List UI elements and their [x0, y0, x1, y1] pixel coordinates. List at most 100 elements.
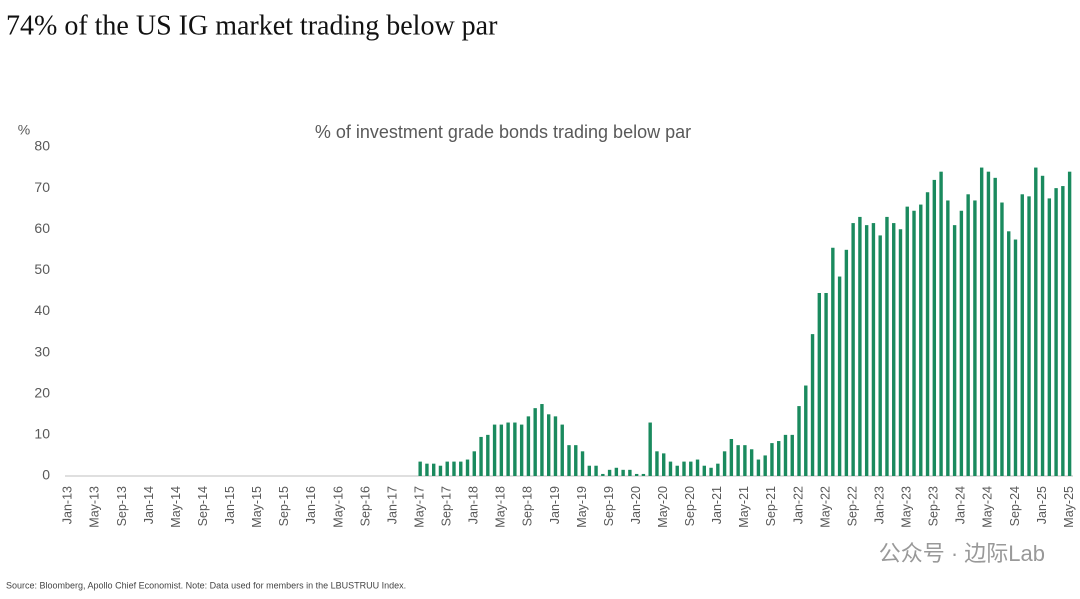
bar	[662, 453, 666, 476]
y-tick-label: 60	[34, 220, 50, 236]
bar	[601, 473, 605, 476]
bar	[777, 441, 781, 476]
bar	[1034, 167, 1038, 476]
bar	[547, 414, 551, 476]
bar	[973, 200, 977, 476]
bar	[919, 204, 923, 476]
bar	[824, 292, 828, 476]
x-tick-label: Sep-13	[115, 486, 129, 526]
chart-subtitle: % of investment grade bonds trading belo…	[315, 122, 691, 142]
bar	[445, 461, 449, 476]
x-tick-label: May-23	[900, 486, 914, 528]
bar	[986, 171, 991, 477]
bar	[465, 459, 470, 476]
x-tick-label: Jan-22	[791, 486, 805, 524]
bar	[966, 194, 970, 476]
bar	[864, 225, 869, 476]
bar	[831, 247, 835, 476]
bar	[946, 200, 950, 476]
x-tick-label: May-22	[818, 486, 832, 528]
bar	[729, 438, 734, 476]
bar	[540, 404, 544, 476]
x-tick-label: May-24	[981, 486, 995, 528]
x-tick-label: May-14	[169, 486, 183, 528]
x-tick-label: May-21	[737, 486, 751, 528]
x-tick-label: Jan-14	[142, 486, 156, 524]
x-tick-label: May-18	[494, 486, 508, 528]
y-tick-label: 70	[34, 179, 50, 195]
bar	[621, 469, 625, 476]
bar	[492, 424, 497, 476]
y-tick-label: 80	[34, 138, 50, 154]
bar	[979, 167, 984, 476]
x-tick-label: Jan-15	[223, 486, 237, 524]
bar	[1020, 194, 1024, 476]
bar	[594, 465, 598, 476]
bar	[770, 443, 774, 476]
bar	[574, 445, 578, 476]
bar	[533, 408, 537, 476]
bar	[892, 223, 896, 476]
bar	[851, 223, 855, 476]
bar	[871, 223, 876, 476]
bar	[607, 469, 612, 476]
bar	[763, 455, 767, 476]
bar	[1000, 202, 1004, 477]
y-tick-label: 50	[34, 261, 50, 277]
x-tick-label: Jan-16	[304, 486, 318, 524]
bar	[567, 445, 571, 476]
bar	[716, 463, 720, 476]
bar	[506, 422, 510, 476]
bar	[702, 465, 707, 476]
x-tick-label: Sep-18	[521, 486, 535, 526]
bar	[925, 192, 930, 477]
x-tick-label: Jan-20	[629, 486, 643, 524]
x-tick-label: Jan-24	[954, 486, 968, 524]
y-tick-label: 40	[34, 302, 50, 318]
bar	[756, 459, 761, 476]
bar	[743, 445, 747, 476]
bar	[614, 467, 619, 476]
bar	[959, 210, 964, 476]
bar	[425, 463, 429, 476]
bar	[1027, 196, 1031, 476]
y-tick-label: 0	[42, 467, 50, 483]
x-tick-label: Sep-17	[440, 486, 454, 526]
bar	[431, 463, 436, 476]
bar	[486, 434, 490, 476]
bar	[1054, 188, 1058, 476]
bar	[526, 416, 531, 476]
bar	[797, 406, 801, 476]
bar	[628, 469, 632, 476]
bar	[479, 436, 483, 476]
bar	[804, 385, 808, 476]
x-tick-label: Jan-21	[710, 486, 724, 524]
bar	[939, 171, 943, 477]
bar	[472, 451, 476, 476]
bar	[878, 235, 882, 476]
x-tick-label: Jan-19	[548, 486, 562, 524]
bar	[459, 461, 463, 476]
x-tick-label: May-17	[412, 486, 426, 528]
x-tick-label: May-19	[575, 486, 589, 528]
bar	[952, 225, 957, 476]
y-tick-label: 20	[34, 384, 50, 400]
bar	[580, 451, 585, 476]
x-tick-label: Jan-17	[385, 486, 399, 524]
x-tick-label: Sep-21	[764, 486, 778, 526]
x-tick-label: Jan-13	[61, 486, 75, 524]
bar	[519, 424, 524, 476]
source-note: Source: Bloomberg, Apollo Chief Economis…	[6, 580, 406, 590]
bar	[905, 206, 909, 476]
x-tick-label: Jan-18	[467, 486, 481, 524]
bar	[885, 216, 889, 476]
bar	[932, 179, 937, 476]
bar	[1040, 175, 1045, 476]
bar	[898, 229, 903, 476]
x-tick-label: Jan-23	[872, 486, 886, 524]
bar	[668, 461, 673, 476]
bar	[513, 422, 517, 476]
x-tick-label: May-20	[656, 486, 670, 528]
bar	[858, 216, 862, 476]
